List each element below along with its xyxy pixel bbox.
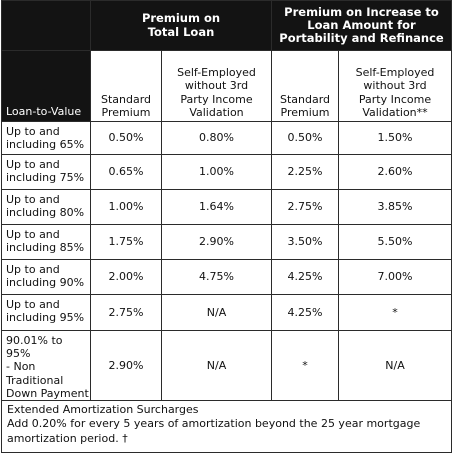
table-row: Up to and including 90% 2.00% 4.75% 4.25… [1,259,452,295]
standard-increase-cell: 2.75% [271,189,339,225]
ltv-cell: Up to and including 80% [1,189,91,225]
ltv-cell: Up to and including 65% [1,121,91,155]
table-row: Up to and including 95% 2.75% N/A 4.25% … [1,294,452,331]
group-header-increase: Premium on Increase to Loan Amount for P… [271,0,452,51]
ltv-cell: Up to and including 90% [1,259,91,295]
self-employed-total-cell: 2.90% [161,224,272,260]
standard-total-cell: 2.75% [90,294,162,331]
self-employed-increase-cell: 5.50% [338,224,452,260]
self-employed-total-cell: 4.75% [161,259,272,295]
col-header-standard-increase: Standard Premium [271,50,339,122]
self-employed-total-cell: N/A [161,294,272,331]
col-header-self-employed-total: Self-Employed without 3rd Party Income V… [161,50,272,122]
self-employed-total-cell: 1.00% [161,154,272,190]
standard-increase-cell: * [271,330,339,401]
self-employed-increase-cell: 2.60% [338,154,452,190]
surcharge-title: Extended Amortization Surcharges [7,402,199,416]
self-employed-increase-cell: 3.85% [338,189,452,225]
self-employed-total-cell: 0.80% [161,121,272,155]
self-employed-increase-cell: * [338,294,452,331]
surcharge-text: Add 0.20% for every 5 years of amortizat… [7,417,421,445]
standard-increase-cell: 4.25% [271,259,339,295]
ltv-cell: Up to and including 95% [1,294,91,331]
standard-increase-cell: 0.50% [271,121,339,155]
ltv-cell: 90.01% to 95% - Non Traditional Down Pay… [1,330,91,401]
table-row: Up to and including 80% 1.00% 1.64% 2.75… [1,189,452,225]
footer-row: Extended Amortization Surcharges Add 0.2… [1,399,452,453]
table-row: Up to and including 75% 0.65% 1.00% 2.25… [1,154,452,190]
table-row: 90.01% to 95% - Non Traditional Down Pay… [1,330,452,401]
column-header-row: Loan-to-Value Standard Premium Self-Empl… [1,50,452,122]
self-employed-total-cell: N/A [161,330,272,401]
standard-total-cell: 1.75% [90,224,162,260]
self-employed-increase-cell: 7.00% [338,259,452,295]
ltv-cell: Up to and including 85% [1,224,91,260]
standard-increase-cell: 4.25% [271,294,339,331]
amortization-surcharge-note: Extended Amortization Surcharges Add 0.2… [1,399,452,453]
table-row: Up to and including 85% 1.75% 2.90% 3.50… [1,224,452,260]
table-row: Up to and including 65% 0.50% 0.80% 0.50… [1,121,452,155]
self-employed-increase-cell: 1.50% [338,121,452,155]
standard-total-cell: 0.65% [90,154,162,190]
header-corner [1,0,91,51]
group-header-total-loan: Premium on Total Loan [90,0,272,51]
ltv-cell: Up to and including 75% [1,154,91,190]
standard-total-cell: 1.00% [90,189,162,225]
col-header-self-employed-increase: Self-Employed without 3rd Party Income V… [338,50,452,122]
standard-total-cell: 2.00% [90,259,162,295]
self-employed-increase-cell: N/A [338,330,452,401]
group-header-row: Premium on Total Loan Premium on Increas… [1,0,452,51]
standard-increase-cell: 3.50% [271,224,339,260]
standard-total-cell: 0.50% [90,121,162,155]
ltv-column-header: Loan-to-Value [1,50,91,122]
col-header-standard-total: Standard Premium [90,50,162,122]
standard-increase-cell: 2.25% [271,154,339,190]
self-employed-total-cell: 1.64% [161,189,272,225]
standard-total-cell: 2.90% [90,330,162,401]
